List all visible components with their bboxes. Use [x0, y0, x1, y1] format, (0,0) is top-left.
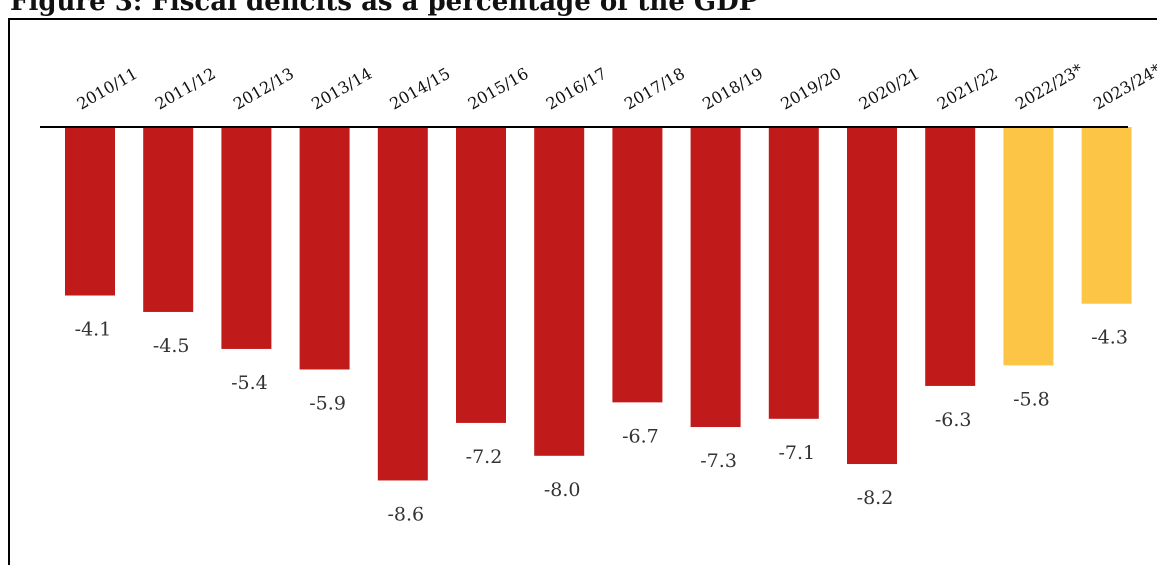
category-labels-group: 2010/11 2011/12 2012/13 2013/14 2014/15 2015/… [74, 60, 1157, 114]
value-label: -7.3 [700, 450, 737, 472]
category-label: 2012/13 [230, 64, 297, 114]
category-label: 2014/15 [386, 64, 453, 114]
category-label: 2011/12 [152, 64, 219, 114]
value-label: -8.0 [544, 479, 581, 501]
bar-2011-12 [143, 127, 194, 312]
value-label: -4.1 [75, 319, 112, 341]
bar-2021-22 [925, 127, 976, 386]
chart-title-strip: Figure 3: Fiscal deficits as a percentag… [0, 0, 1157, 18]
bar-2019-20 [768, 127, 819, 419]
value-label: -6.7 [622, 425, 659, 447]
value-label: -5.9 [309, 392, 346, 414]
category-label: 2013/14 [308, 64, 375, 114]
value-label: -6.3 [935, 409, 972, 431]
category-label: 2023/24* [1090, 60, 1157, 114]
bar-2012-13 [221, 127, 272, 349]
category-label: 2021/22 [934, 64, 1001, 114]
bar-2016-17 [534, 127, 585, 456]
value-label: -5.4 [231, 372, 268, 394]
bar-2017-18 [612, 127, 663, 403]
category-label: 2015/16 [465, 64, 532, 114]
category-label: 2022/23* [1012, 60, 1086, 114]
value-label: -8.2 [857, 487, 894, 509]
category-label: 2019/20 [777, 64, 844, 114]
bar-2023-24- [1081, 127, 1132, 304]
category-label: 2016/17 [543, 64, 610, 114]
bars-group [65, 127, 1132, 481]
category-label: 2018/19 [699, 64, 766, 114]
value-label: -5.8 [1013, 388, 1050, 410]
value-label: -4.5 [153, 335, 190, 357]
bar-2020-21 [847, 127, 897, 465]
value-label: -7.1 [778, 442, 815, 464]
bar-2013-14 [299, 127, 350, 370]
bar-2015-16 [456, 127, 506, 423]
value-label: -4.3 [1091, 327, 1128, 349]
category-label: 2010/11 [74, 64, 141, 114]
value-label: -7.2 [466, 446, 503, 468]
value-labels-group: -4.1 -4.5 -5.4 -5.9 -8.6 -7.2 -8.0 -6.7 -7.3 -7.1… [75, 319, 1128, 526]
value-label: -8.6 [387, 503, 424, 525]
category-label: 2017/18 [621, 64, 688, 114]
bar-2022-23- [1003, 127, 1054, 366]
bar-2014-15 [377, 127, 428, 481]
bar-2018-19 [690, 127, 741, 428]
category-label: 2020/21 [856, 64, 923, 114]
chart-title: Figure 3: Fiscal deficits as a percentag… [10, 0, 759, 17]
bar-2010-11 [65, 127, 115, 296]
